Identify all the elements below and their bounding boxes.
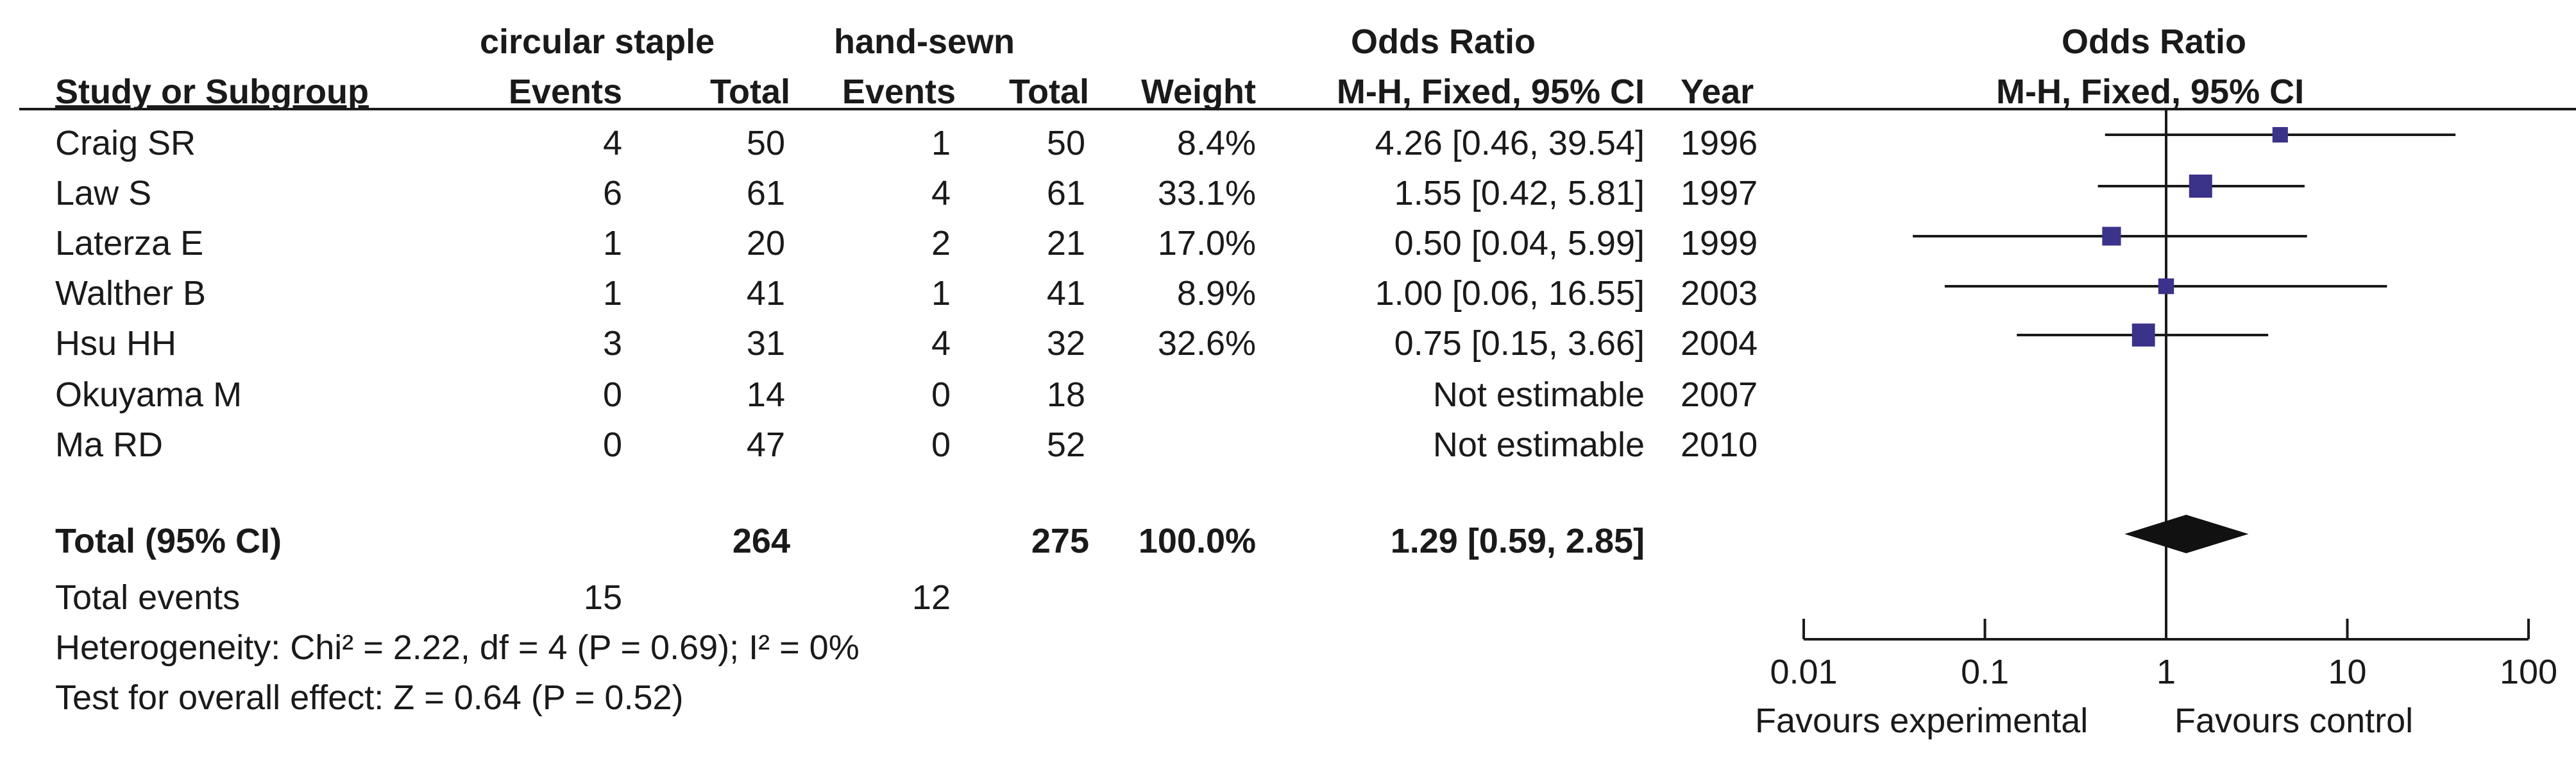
- plot-subtitle: M-H, Fixed, 95% CI: [1996, 73, 2305, 111]
- total-ci: 1.29 [0.59, 2.85]: [1390, 522, 1645, 560]
- col-year: Year: [1681, 73, 1754, 111]
- events-2: 4: [931, 174, 951, 212]
- or-ci: 0.75 [0.15, 3.66]: [1394, 324, 1645, 363]
- weight: 32.6%: [1157, 324, 1256, 363]
- total-weight: 100.0%: [1138, 522, 1256, 560]
- or-ci: 1.55 [0.42, 5.81]: [1394, 174, 1645, 212]
- or-ci: Not estimable: [1432, 375, 1645, 414]
- events-2: 1: [931, 274, 951, 313]
- events-1: 6: [602, 174, 622, 212]
- col-study: Study or Subgroup: [55, 73, 369, 111]
- or-ci: 4.26 [0.46, 39.54]: [1375, 124, 1645, 162]
- total-2: 52: [1046, 426, 1085, 464]
- study-name: Laterza E: [55, 224, 204, 263]
- total-label: Total (95% CI): [55, 522, 282, 560]
- total-1: 50: [746, 124, 785, 162]
- total-events-2: 12: [911, 578, 951, 617]
- tick-label: 0.1: [1960, 653, 2010, 691]
- pooled-diamond: [2124, 515, 2249, 553]
- weight: 17.0%: [1157, 224, 1256, 263]
- events-2: 0: [931, 375, 951, 414]
- study-name: Law S: [55, 174, 152, 212]
- col-total-2: Total: [1009, 73, 1089, 111]
- tick-label: 10: [2328, 653, 2367, 691]
- or-ci: 0.50 [0.04, 5.99]: [1394, 224, 1645, 263]
- events-1: 0: [602, 426, 622, 464]
- weight: 33.1%: [1157, 174, 1256, 212]
- events-2: 1: [931, 124, 951, 162]
- col-events-1: Events: [508, 73, 622, 111]
- study-name: Hsu HH: [55, 324, 177, 363]
- plot-title: Odds Ratio: [2062, 22, 2247, 61]
- overall-effect-text: Test for overall effect: Z = 0.64 (P = 0…: [55, 678, 684, 717]
- or-ci: 1.00 [0.06, 16.55]: [1375, 274, 1645, 313]
- study-name: Craig SR: [55, 124, 196, 162]
- events-1: 1: [602, 274, 622, 313]
- total-2: 61: [1046, 174, 1085, 212]
- events-1: 0: [602, 375, 622, 414]
- study-marker: [2189, 175, 2212, 198]
- year: 1996: [1681, 124, 1758, 162]
- col-events-2: Events: [842, 73, 956, 111]
- year: 2003: [1681, 274, 1758, 313]
- group2-header: hand-sewn: [834, 22, 1015, 61]
- events-2: 2: [931, 224, 951, 263]
- study-marker: [2272, 126, 2288, 143]
- weight: 8.9%: [1176, 274, 1256, 313]
- year: 1999: [1681, 224, 1758, 263]
- total-2: 32: [1046, 324, 1085, 363]
- events-2: 4: [931, 324, 951, 363]
- events-1: 3: [602, 324, 622, 363]
- year: 1997: [1681, 174, 1758, 212]
- total-2: 41: [1046, 274, 1085, 313]
- study-marker: [2131, 323, 2155, 347]
- total-1: 47: [746, 426, 785, 464]
- events-2: 0: [931, 426, 951, 464]
- col-or: M-H, Fixed, 95% CI: [1336, 73, 1645, 111]
- total-count-2: 275: [1031, 522, 1089, 560]
- total-1: 61: [746, 174, 785, 212]
- tick-label: 100: [2499, 653, 2558, 691]
- study-name: Walther B: [55, 274, 207, 313]
- total-1: 14: [746, 375, 785, 414]
- total-2: 21: [1046, 224, 1085, 263]
- year: 2007: [1681, 375, 1758, 414]
- study-marker: [2158, 278, 2174, 295]
- total-2: 50: [1046, 124, 1085, 162]
- total-1: 20: [746, 224, 785, 263]
- tick-label: 0.01: [1770, 653, 1838, 691]
- favours-left-label: Favours experimental: [1755, 702, 2089, 740]
- odds-ratio-header: Odds Ratio: [1351, 22, 1536, 61]
- events-1: 1: [602, 224, 622, 263]
- total-1: 41: [746, 274, 785, 313]
- total-count-1: 264: [732, 522, 790, 560]
- total-events-label: Total events: [55, 578, 241, 617]
- weight: 8.4%: [1176, 124, 1256, 162]
- group1-header: circular staple: [480, 22, 715, 61]
- heterogeneity-text: Heterogeneity: Chi² = 2.22, df = 4 (P = …: [55, 628, 860, 667]
- study-name: Okuyama M: [55, 375, 242, 414]
- tick-label: 1: [2156, 653, 2176, 691]
- col-weight: Weight: [1141, 73, 1256, 111]
- total-2: 18: [1046, 375, 1085, 414]
- total-1: 31: [746, 324, 785, 363]
- favours-right-label: Favours control: [2174, 702, 2414, 740]
- year: 2004: [1681, 324, 1758, 363]
- year: 2010: [1681, 426, 1758, 464]
- study-marker: [2102, 227, 2121, 246]
- or-ci: Not estimable: [1432, 426, 1645, 464]
- total-events-1: 15: [583, 578, 622, 617]
- events-1: 4: [602, 124, 622, 162]
- header-rule: [19, 108, 2576, 110]
- col-total-1: Total: [710, 73, 790, 111]
- study-name: Ma RD: [55, 426, 164, 464]
